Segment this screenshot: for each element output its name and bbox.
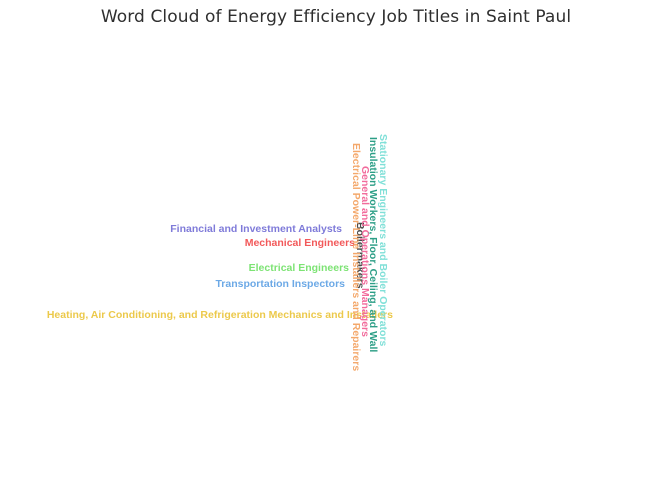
word-8: Insulation Workers, Floor, Ceiling, and …: [367, 137, 379, 352]
word-5: Boilermakers: [354, 222, 366, 289]
word-3: Mechanical Engineers: [245, 237, 355, 249]
word-1: Transportation Inspectors: [215, 278, 345, 290]
word-0: Heating, Air Conditioning, and Refrigera…: [47, 309, 393, 321]
word-7: General and Operations Managers: [359, 166, 371, 337]
word-2: Electrical Engineers: [249, 262, 350, 274]
chart-title: Word Cloud of Energy Efficiency Job Titl…: [100, 7, 572, 27]
word-4: Financial and Investment Analysts: [170, 223, 342, 235]
word-6: Electrical Power-Line Installers and Rep…: [350, 143, 362, 371]
word-9: Stationary Engineers and Boiler Operator…: [377, 134, 389, 347]
